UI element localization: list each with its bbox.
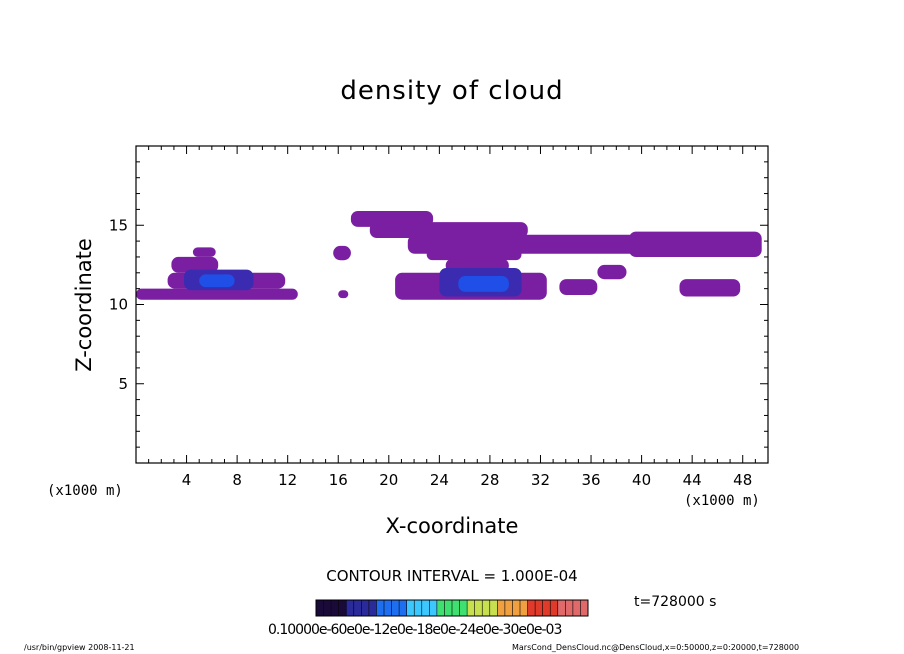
colorbar-cell [414, 600, 422, 616]
x-tick-label: 4 [182, 471, 192, 489]
colorbar-cell [482, 600, 490, 616]
x-tick-label: 12 [278, 471, 297, 489]
x-tick-label: 44 [683, 471, 702, 489]
density-region-low [597, 264, 627, 280]
colorbar-cell [368, 600, 377, 616]
colorbar-cell [580, 600, 588, 616]
colorbar-cell [459, 600, 468, 616]
colorbar-cell [512, 600, 520, 616]
colorbar-cell [474, 600, 483, 616]
colorbar-cell [557, 600, 566, 616]
chart-title: density of cloud [340, 76, 564, 106]
colorbar-cell [384, 600, 392, 616]
footer-program: /usr/bin/gpview 2008-11-21 [24, 643, 135, 652]
colorbar-cell [520, 600, 528, 616]
colorbar-cell [565, 600, 573, 616]
footer-source: MarsCond_DensCloud.nc@DensCloud,x=0:5000… [512, 643, 800, 652]
density-region-low [192, 247, 216, 257]
density-region-low [136, 288, 298, 300]
x-unit-left: (x1000 m) [47, 483, 123, 499]
plot-frame [135, 145, 769, 464]
cloud-density-regions [136, 211, 762, 300]
colorbar-cell [535, 600, 543, 616]
x-tick-label: 32 [531, 471, 550, 489]
colorbar-cell [504, 600, 513, 616]
colorbar-cell [346, 600, 354, 616]
colorbar-cell [542, 600, 551, 616]
colorbar-cell [391, 600, 400, 616]
colorbar-frame [315, 599, 589, 617]
density-region-high [458, 276, 509, 292]
x-tick-label: 24 [430, 471, 449, 489]
colorbar-cell [452, 600, 460, 616]
time-label: t=728000 s [634, 594, 717, 610]
y-tick-label: 15 [109, 216, 128, 234]
colorbar-cell [316, 600, 324, 616]
colorbar-tick-labels: 0.10000e-60e0e-12e0e-18e0e-24e0e-30e0e-0… [268, 622, 562, 638]
x-tick-label: 36 [581, 471, 600, 489]
density-region-low [333, 245, 351, 261]
colorbar-cell [550, 600, 558, 616]
density-region-low [338, 290, 349, 299]
colorbar-cell [353, 600, 362, 616]
x-tick-label: 8 [232, 471, 242, 489]
colorbar-cell [489, 600, 498, 616]
colorbar-cell [429, 600, 437, 616]
density-region-low [426, 249, 522, 261]
x-tick-label: 20 [379, 471, 398, 489]
density-region-low [629, 231, 762, 257]
x-axis-label: X-coordinate [385, 514, 519, 538]
colorbar-cell [444, 600, 452, 616]
x-tick-label: 48 [733, 471, 752, 489]
colorbar [315, 599, 589, 617]
x-tick-label: 16 [329, 471, 348, 489]
density-region-low [369, 222, 528, 238]
colorbar-cell [376, 600, 384, 616]
colorbar-cell [331, 600, 339, 616]
colorbar-cell [436, 600, 445, 616]
colorbar-cell [421, 600, 430, 616]
x-unit-right: (x1000 m) [684, 493, 760, 509]
colorbar-cell [527, 600, 536, 616]
y-axis-label: Z-coordinate [72, 238, 96, 372]
x-tick-label: 28 [480, 471, 499, 489]
colorbar-cell [406, 600, 415, 616]
colorbar-cell [572, 600, 581, 616]
density-region-low [171, 256, 219, 273]
colorbar-cell [497, 600, 505, 616]
colorbar-cell [338, 600, 347, 616]
x-tick-label: 40 [632, 471, 651, 489]
colorbar-cell [323, 600, 332, 616]
colorbar-cell [361, 600, 369, 616]
y-tick-label: 10 [109, 296, 128, 314]
colorbar-cell [467, 600, 475, 616]
contour-interval: CONTOUR INTERVAL = 1.000E-04 [326, 567, 578, 585]
density-region-high [199, 274, 235, 288]
colorbar-cell [399, 600, 407, 616]
density-region-low [559, 279, 598, 295]
y-tick-label: 5 [118, 375, 128, 393]
density-region-low [679, 279, 741, 297]
